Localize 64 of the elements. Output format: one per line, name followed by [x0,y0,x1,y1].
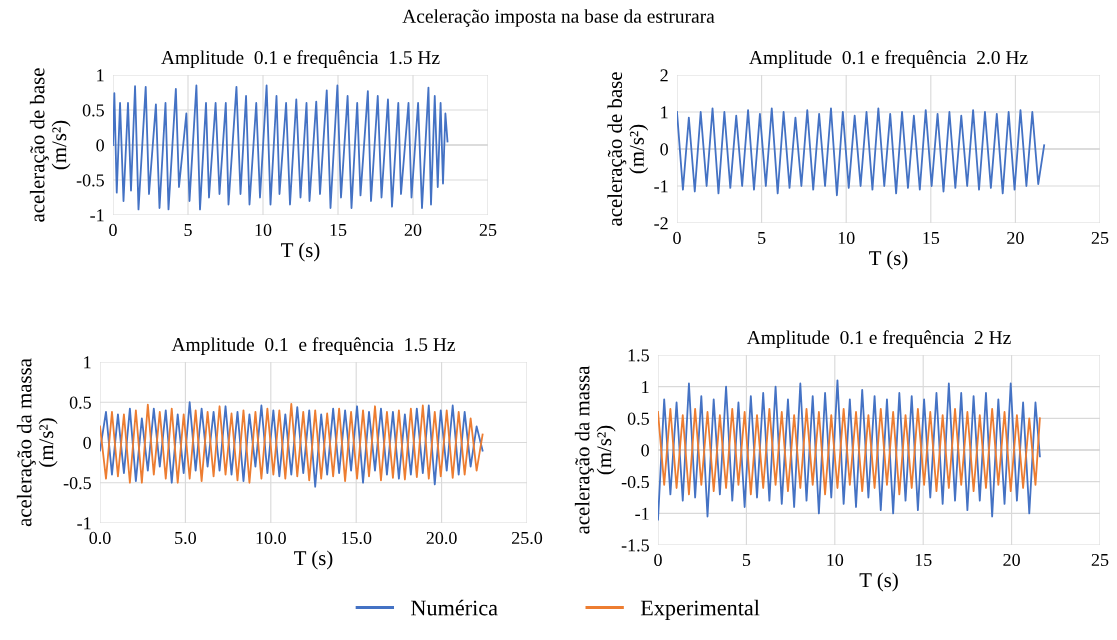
y-tick-label: 1 [661,106,668,119]
chart-title: Amplitude 0.1 e frequência 1.5 Hz [171,337,455,356]
x-axis-title: T (s) [281,242,320,262]
y-tick-label: 0 [96,139,104,152]
y-tick-label: 2 [660,69,668,82]
x-tick-label: 20 [404,223,422,237]
chart-title: Amplitude 0.1 e frequência 1.5 Hz [161,50,440,69]
y-tick-label: -1 [90,209,104,222]
y-tick-label: -1 [635,507,649,520]
y-tick-label: 0.5 [82,104,104,117]
line-series [658,379,1041,521]
x-tick-label: 5 [758,232,766,245]
x-axis-title: T (s) [859,572,898,592]
y-axis-title: aceleração de base (m/s²) [29,68,71,222]
x-tick-label: 10 [255,223,272,237]
x-tick-label: 20.0 [426,531,457,545]
x-tick-label: 25 [1091,553,1109,567]
x-tick-label: 5 [742,554,751,567]
y-axis-title: aceleração da massa (m/s²) [574,365,616,534]
y-tick-label: -0.5 [76,174,104,187]
x-tick-label: 10 [827,553,844,567]
y-tick-label: 0.5 [69,396,91,409]
y-tick-label: 1 [97,69,104,82]
x-tick-label: 15 [915,553,932,567]
y-tick-label: 1 [84,356,91,369]
y-tick-label: -1.5 [621,539,649,552]
x-tick-label: 5.0 [175,531,196,545]
y-tick-label: 1 [642,381,649,393]
y-tick-label: 0 [660,143,668,156]
y-tick-label: 1.5 [628,349,649,362]
line-series [658,407,1041,496]
x-tick-label: 25.0 [511,531,543,545]
line-series [677,107,1046,197]
x-axis-title: T (s) [294,550,333,570]
x-tick-label: 15 [923,231,940,245]
y-tick-label: 0 [641,444,649,457]
y-tick-label: -1 [77,517,91,530]
text: Aceleração imposta na base da estrurara [402,9,715,27]
x-tick-label: 5 [184,224,192,237]
x-tick-label: 15 [330,223,347,237]
y-tick-label: -1 [654,180,668,193]
x-tick-label: 10.0 [256,531,286,545]
x-tick-label: 10 [838,231,855,245]
x-tick-label: 25 [1091,231,1109,245]
x-tick-label: 0.0 [89,531,111,545]
y-tick-label: 0 [83,436,91,449]
y-tick-label: -0.5 [621,475,649,489]
x-tick-label: 20 [1007,231,1024,245]
line-series [113,84,449,211]
y-axis-title: aceleração da massa (m/s²) [16,358,58,527]
y-tick-label: -2 [654,217,668,230]
chart-title: Amplitude 0.1 e frequência 2 Hz [746,330,1011,349]
chart-title: Amplitude 0.1 e frequência 2.0 Hz [749,50,1028,69]
legend-label: Experimental [640,599,760,620]
x-tick-label: 25 [479,223,497,237]
legend-label: Numérica [411,599,498,616]
x-tick-label: 0 [673,231,681,245]
x-tick-label: 0 [109,223,117,237]
x-tick-label: 20 [1003,553,1020,567]
y-axis-title: aceleração de base (m/s²) [607,72,649,226]
y-tick-label: -0.5 [63,477,91,490]
y-tick-label: 0.5 [627,412,649,425]
x-tick-label: 15.0 [341,531,372,545]
x-axis-title: T (s) [869,250,908,270]
